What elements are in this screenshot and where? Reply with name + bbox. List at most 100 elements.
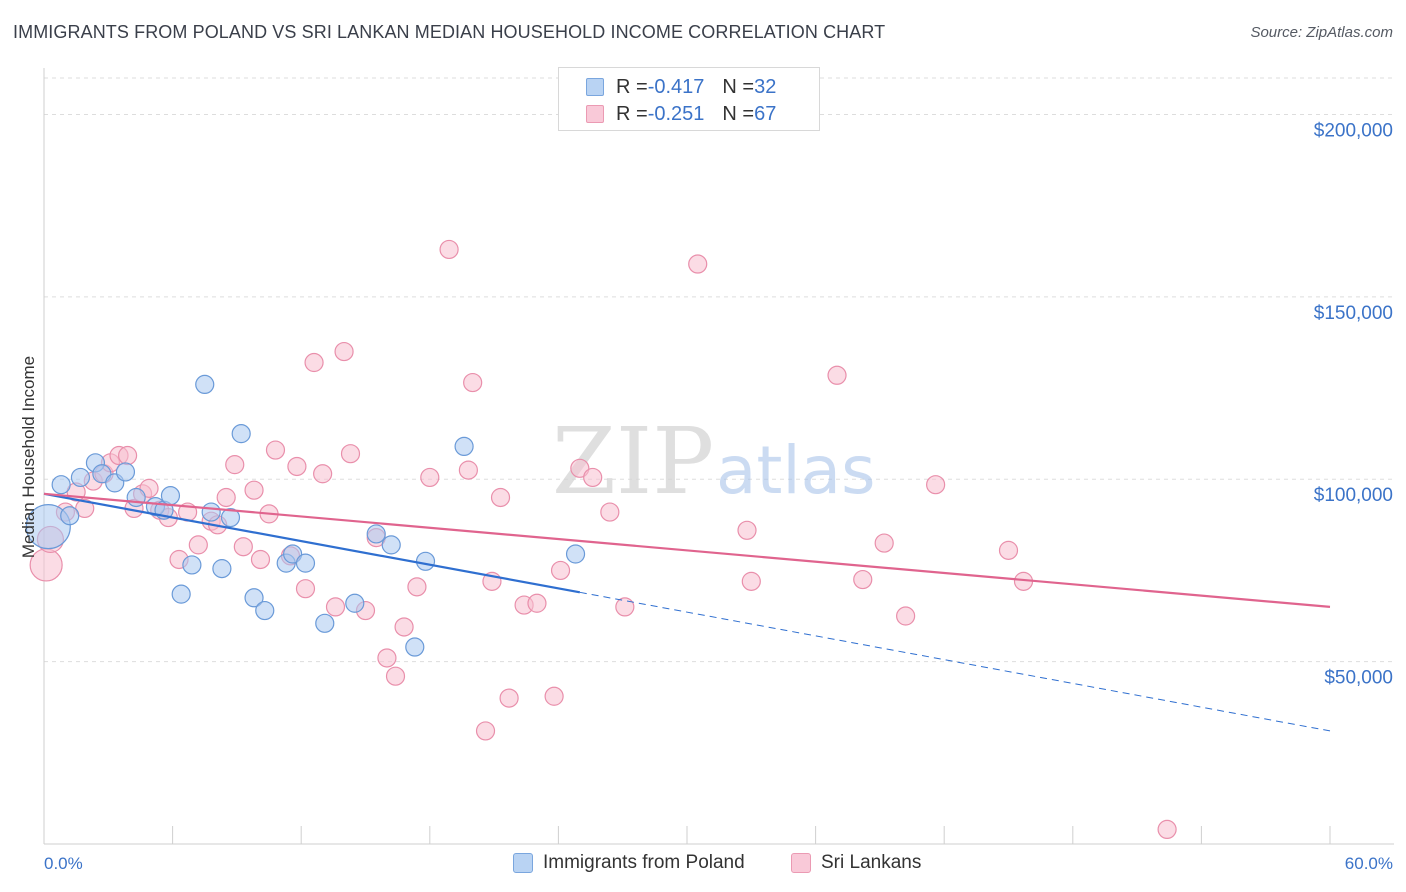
x-tick-label: 0.0% — [44, 854, 83, 873]
point-poland — [345, 593, 365, 613]
point-sri-lankans — [377, 648, 397, 668]
point-sri-lankans — [420, 467, 440, 488]
series-legend: Immigrants from Poland Sri Lankans — [0, 852, 1406, 878]
y-tick-labels: $50,000 $100,000 $150,000 $200,000 — [1314, 120, 1393, 688]
series-immigrants-from-poland — [25, 374, 586, 657]
point-poland — [115, 462, 136, 482]
point-poland — [255, 600, 275, 621]
point-poland — [51, 475, 71, 495]
point-sri-lankans — [874, 533, 894, 553]
point-sri-lankans — [583, 467, 603, 488]
point-sri-lankans — [463, 372, 483, 393]
point-sri-lankans — [295, 579, 316, 599]
point-sri-lankans — [499, 688, 519, 708]
point-sri-lankans — [334, 341, 354, 362]
point-poland — [366, 524, 386, 544]
point-sri-lankans — [407, 577, 427, 597]
point-poland — [565, 544, 586, 564]
point-sri-lankans — [458, 460, 478, 480]
point-sri-lankans — [340, 444, 361, 464]
point-poland — [70, 467, 91, 488]
legend-r-label: R = — [616, 75, 648, 98]
trend-line-sri-lankans — [43, 492, 1331, 609]
point-sri-lankans — [896, 606, 916, 626]
y-tick-label: $150,000 — [1314, 303, 1393, 324]
point-sri-lankans — [600, 502, 620, 522]
chart-title: IMMIGRANTS FROM POLAND VS SRI LANKAN MED… — [13, 22, 886, 42]
point-sri-lankans — [225, 455, 245, 475]
point-sri-lankans — [544, 686, 564, 706]
point-sri-lankans — [439, 239, 459, 260]
legend-item-srilanka: Sri Lankans — [791, 852, 921, 874]
point-poland — [182, 555, 202, 575]
y-tick-label: $100,000 — [1314, 485, 1393, 506]
chart-source: Source: ZipAtlas.com — [1250, 24, 1393, 41]
point-sri-lankans — [550, 560, 571, 581]
point-sri-lankans — [926, 475, 946, 495]
legend-label-poland: Immigrants from Poland — [543, 852, 745, 873]
legend-n-value: 67 — [754, 102, 777, 125]
y-tick-label: $200,000 — [1314, 120, 1393, 141]
point-poland — [295, 553, 316, 573]
legend-swatch-poland — [586, 78, 604, 96]
point-poland — [220, 507, 241, 528]
point-poland — [171, 584, 191, 604]
correlation-legend: R = -0.417 N = 32 R = -0.251 N = 67 — [558, 67, 820, 131]
x-tick-label: 60.0% — [1345, 854, 1393, 873]
legend-swatch-poland — [513, 853, 533, 873]
point-sri-lankans — [216, 487, 236, 508]
point-sri-lankans — [1157, 819, 1177, 840]
point-sri-lankans — [527, 593, 547, 613]
point-sri-lankans — [325, 597, 346, 617]
watermark: ZIP atlas — [552, 408, 876, 515]
axis-layer — [43, 68, 1394, 845]
legend-label-srilanka: Sri Lankans — [821, 852, 922, 873]
x-tick-labels: 0.0% 60.0% — [44, 854, 1393, 873]
legend-row-srilanka: R = -0.251 N = 67 — [586, 102, 776, 126]
legend-n-label: N = — [722, 75, 755, 98]
point-sri-lankans — [475, 721, 496, 741]
grid-layer — [44, 77, 1394, 663]
point-sri-lankans — [385, 666, 406, 686]
point-poland — [201, 502, 221, 522]
trend-lines — [43, 492, 1331, 732]
point-poland — [126, 487, 146, 508]
point-sri-lankans — [117, 445, 138, 466]
series-sri-lankans — [29, 239, 1177, 840]
point-sri-lankans — [233, 537, 253, 557]
point-poland — [231, 424, 251, 444]
trend-line-poland — [43, 492, 581, 594]
legend-r-value: -0.417 — [647, 75, 705, 98]
point-sri-lankans — [853, 569, 873, 590]
point-sri-lankans — [287, 456, 307, 477]
point-poland — [315, 613, 335, 633]
point-poland — [25, 504, 71, 550]
point-sri-lankans — [998, 540, 1019, 560]
legend-n-value: 32 — [754, 75, 777, 98]
legend-swatch-srilanka — [791, 853, 811, 873]
point-poland — [405, 637, 425, 657]
point-poland — [60, 506, 80, 526]
point-poland — [415, 551, 436, 571]
point-poland — [454, 436, 474, 457]
point-sri-lankans — [313, 464, 333, 484]
point-poland — [212, 559, 232, 579]
point-sri-lankans — [615, 597, 635, 617]
legend-r-value: -0.251 — [647, 102, 705, 125]
point-sri-lankans — [737, 520, 757, 540]
point-sri-lankans — [244, 480, 264, 500]
point-poland — [195, 374, 215, 394]
legend-swatch-srilanka — [586, 105, 604, 123]
point-sri-lankans — [827, 365, 847, 385]
point-poland — [160, 486, 181, 506]
point-sri-lankans — [490, 487, 511, 508]
watermark-atlas: atlas — [716, 432, 876, 509]
point-sri-lankans — [688, 254, 708, 274]
point-sri-lankans — [265, 440, 286, 460]
point-sri-lankans — [304, 352, 324, 373]
legend-item-poland: Immigrants from Poland — [513, 852, 745, 874]
legend-row-poland: R = -0.417 N = 32 — [586, 75, 776, 99]
point-sri-lankans — [188, 535, 208, 555]
y-axis-label: Median Household Income — [19, 356, 38, 558]
